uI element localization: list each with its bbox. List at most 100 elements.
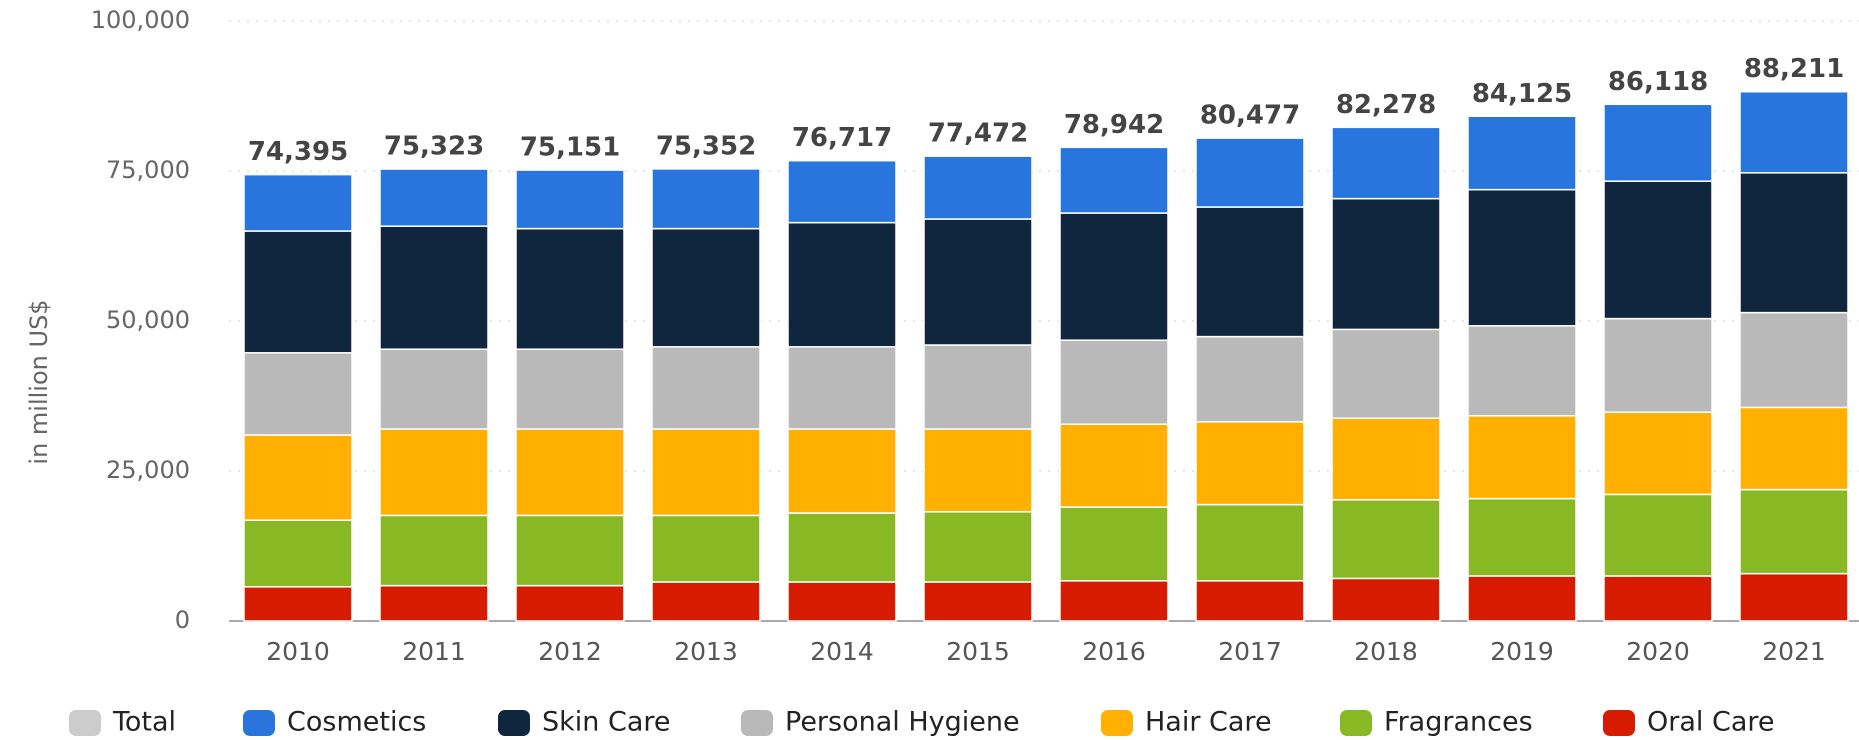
legend-swatch	[741, 710, 773, 736]
bar-segment	[651, 227, 761, 348]
bar-segment	[515, 169, 625, 230]
total-label: 77,472	[928, 119, 1028, 149]
bar-segment	[651, 168, 761, 230]
bar-segment	[1739, 488, 1849, 575]
bar-segment	[243, 230, 353, 354]
x-tick-label: 2012	[538, 637, 602, 666]
bar-segment	[1059, 580, 1169, 622]
total-label: 75,323	[384, 132, 484, 162]
x-tick-label: 2015	[946, 637, 1010, 666]
bar-segment	[1331, 417, 1441, 501]
legend-label: Cosmetics	[287, 707, 426, 738]
bar-segment	[515, 428, 625, 517]
bar-segment	[1603, 103, 1713, 182]
y-tick-label: 75,000	[106, 156, 190, 184]
bar-segment	[379, 348, 489, 430]
bar-segment	[923, 344, 1033, 430]
bar-segment	[1331, 577, 1441, 622]
bar-segment	[923, 218, 1033, 346]
x-tick-label: 2013	[674, 637, 738, 666]
legend-swatch	[498, 710, 530, 736]
bar-segment	[1467, 497, 1577, 577]
legend-swatch	[1101, 710, 1133, 736]
bar-segment	[1331, 328, 1441, 419]
x-tick-label: 2010	[266, 637, 330, 666]
bar-segment	[1059, 506, 1169, 582]
bar-segment	[1467, 325, 1577, 417]
bar-segment	[515, 584, 625, 622]
bar-segment	[1739, 572, 1849, 622]
bar-segment	[1739, 406, 1849, 491]
bar-segment	[923, 511, 1033, 583]
bar-segment	[1059, 423, 1169, 508]
bar-segment	[923, 155, 1033, 220]
bar-segment	[243, 434, 353, 521]
bar-segment	[1467, 575, 1577, 622]
legend-label: Personal Hygiene	[785, 707, 1020, 738]
bar-segment	[1059, 146, 1169, 214]
bar-segment	[379, 428, 489, 517]
bar-segment	[1331, 197, 1441, 331]
legend-swatch	[69, 710, 101, 736]
bar-segment	[1059, 212, 1169, 341]
bar-segment	[1603, 180, 1713, 320]
bar-segment	[1739, 172, 1849, 314]
total-label: 84,125	[1472, 79, 1572, 109]
bar-segment	[379, 584, 489, 622]
bar-segment	[787, 512, 897, 583]
legend-label: Oral Care	[1647, 707, 1775, 738]
bar-segment	[1603, 317, 1713, 413]
total-label: 76,717	[792, 123, 892, 153]
bar-segment	[379, 168, 489, 227]
legend-label: Skin Care	[542, 707, 671, 738]
bar-segment	[1195, 137, 1305, 208]
total-label: 74,395	[248, 137, 348, 167]
bar-segment	[379, 514, 489, 587]
bar-segment	[1467, 115, 1577, 191]
bar-segment	[1331, 499, 1441, 580]
bar-segment	[1195, 503, 1305, 582]
bar-segment	[651, 428, 761, 517]
total-label: 88,211	[1744, 54, 1844, 84]
bar-segment	[787, 221, 897, 348]
bar-segment	[787, 159, 897, 224]
legend-label: Total	[112, 707, 176, 738]
bar-segment	[515, 348, 625, 430]
y-tick-label: 100,000	[91, 6, 190, 34]
bar-segment	[787, 581, 897, 622]
bar-segment	[379, 225, 489, 350]
bar-segment	[243, 519, 353, 588]
bar-segment	[243, 173, 353, 232]
bar-segment	[515, 227, 625, 350]
bar-segment	[1467, 188, 1577, 327]
bar-segment	[1603, 575, 1713, 622]
bar-segment	[243, 586, 353, 622]
total-label: 75,352	[656, 131, 756, 161]
bar-segment	[787, 428, 897, 514]
bar-segment	[1739, 90, 1849, 174]
x-tick-label: 2017	[1218, 637, 1282, 666]
bar-segment	[1195, 580, 1305, 622]
y-tick-label: 25,000	[106, 456, 190, 484]
legend-label: Fragrances	[1384, 707, 1533, 738]
bar-segment	[787, 346, 897, 430]
bar-segment	[651, 581, 761, 622]
bar-segment	[1603, 493, 1713, 577]
x-tick-label: 2021	[1762, 637, 1826, 666]
total-label: 78,942	[1064, 110, 1164, 140]
bar-segment	[1739, 311, 1849, 409]
bar-segment	[515, 514, 625, 587]
total-label: 82,278	[1336, 90, 1436, 120]
x-tick-label: 2020	[1626, 637, 1690, 666]
bar-segment	[1195, 206, 1305, 338]
total-label: 80,477	[1200, 101, 1300, 131]
bar-segment	[1467, 415, 1577, 500]
legend-label: Hair Care	[1145, 707, 1272, 738]
bar-segment	[651, 346, 761, 430]
bar-segment	[1195, 335, 1305, 423]
y-tick-label: 50,000	[106, 306, 190, 334]
legend-swatch	[243, 710, 275, 736]
legend-swatch	[1603, 710, 1635, 736]
y-axis-label: in million US$	[25, 299, 53, 464]
